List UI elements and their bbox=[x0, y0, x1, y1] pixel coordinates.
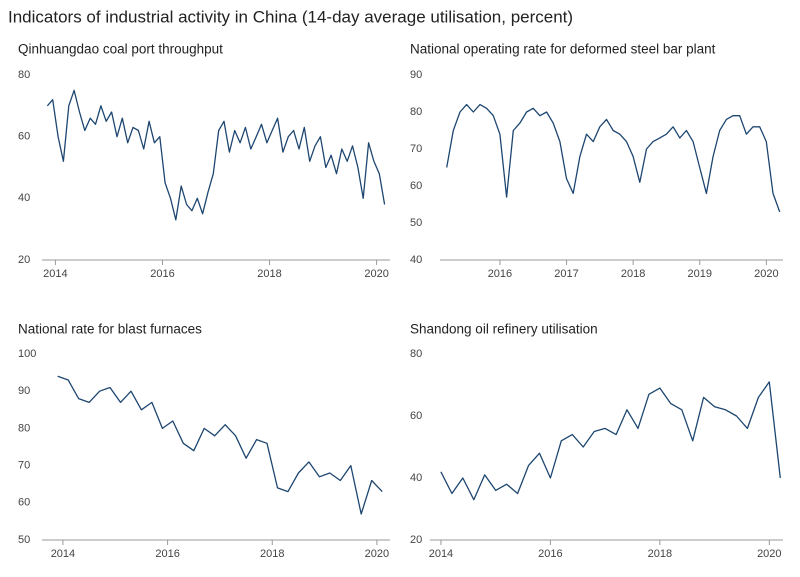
panel-title: Qinhuangdao coal port throughput bbox=[18, 42, 223, 57]
y-tick-label: 60 bbox=[18, 497, 30, 509]
y-tick-label: 60 bbox=[18, 131, 30, 143]
panel-title: Shandong oil refinery utilisation bbox=[410, 322, 598, 337]
y-tick-label: 100 bbox=[18, 348, 36, 360]
page-title: Indicators of industrial activity in Chi… bbox=[8, 7, 573, 26]
y-tick-label: 20 bbox=[18, 254, 30, 266]
x-tick-label: 2016 bbox=[150, 268, 174, 280]
x-tick-label: 2020 bbox=[364, 268, 388, 280]
y-tick-label: 40 bbox=[18, 192, 30, 204]
y-tick-label: 60 bbox=[410, 180, 422, 192]
y-tick-label: 80 bbox=[410, 348, 422, 360]
x-tick-label: 2014 bbox=[51, 548, 75, 560]
x-tick-label: 2016 bbox=[155, 548, 179, 560]
x-tick-label: 2018 bbox=[621, 268, 645, 280]
y-tick-label: 40 bbox=[410, 254, 422, 266]
x-tick-label: 2014 bbox=[43, 268, 67, 280]
y-tick-label: 90 bbox=[410, 69, 422, 81]
panel-title: National operating rate for deformed ste… bbox=[410, 42, 716, 57]
x-tick-label: 2020 bbox=[365, 548, 389, 560]
x-tick-label: 2018 bbox=[648, 548, 672, 560]
data-line bbox=[46, 89, 386, 221]
x-tick-label: 2017 bbox=[554, 268, 578, 280]
y-tick-label: 60 bbox=[410, 410, 422, 422]
y-tick-label: 80 bbox=[410, 106, 422, 118]
y-tick-label: 40 bbox=[410, 472, 422, 484]
x-tick-label: 2020 bbox=[757, 548, 781, 560]
y-tick-label: 20 bbox=[410, 534, 422, 546]
y-tick-label: 70 bbox=[18, 460, 30, 472]
x-tick-label: 2019 bbox=[688, 268, 712, 280]
y-tick-label: 80 bbox=[18, 69, 30, 81]
y-tick-label: 90 bbox=[18, 385, 30, 397]
x-tick-label: 2018 bbox=[257, 268, 281, 280]
x-tick-label: 2014 bbox=[429, 548, 453, 560]
y-tick-label: 50 bbox=[18, 534, 30, 546]
y-tick-label: 50 bbox=[410, 217, 422, 229]
x-tick-label: 2018 bbox=[260, 548, 284, 560]
x-tick-label: 2016 bbox=[488, 268, 512, 280]
data-line bbox=[440, 381, 781, 501]
panel-title: National rate for blast furnaces bbox=[18, 322, 202, 337]
y-tick-label: 70 bbox=[410, 143, 422, 155]
x-tick-label: 2016 bbox=[538, 548, 562, 560]
y-tick-label: 80 bbox=[18, 422, 30, 434]
data-line bbox=[57, 375, 383, 515]
x-tick-label: 2020 bbox=[754, 268, 778, 280]
data-line bbox=[446, 103, 781, 213]
